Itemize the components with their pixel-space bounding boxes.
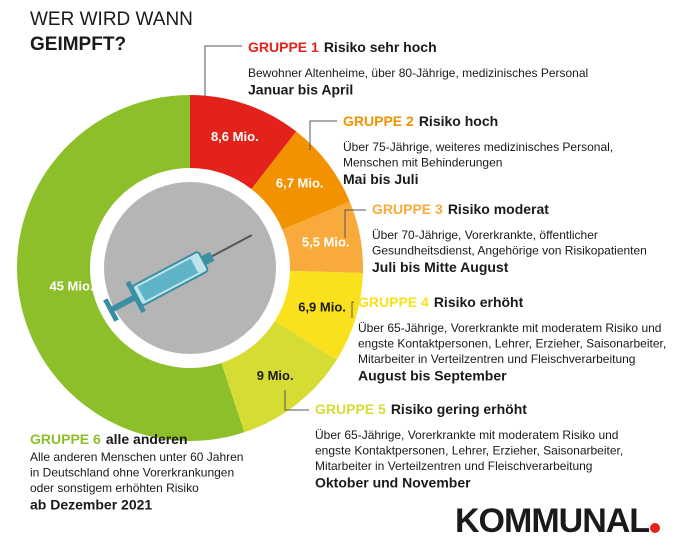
connector bbox=[204, 45, 242, 96]
group-description: Bewohner Altenheime, über 80-Jährige, me… bbox=[248, 66, 588, 80]
group-risk: Risiko sehr hoch bbox=[324, 39, 437, 55]
group-description: oder sonstigem erhöhten Risiko bbox=[30, 481, 199, 495]
logo-dot bbox=[650, 523, 660, 533]
group-heading: GRUPPE 2 Risiko hoch bbox=[343, 113, 498, 129]
logo: KOMMUNAL bbox=[455, 502, 649, 540]
slice-label: 6,7 Mio. bbox=[276, 176, 324, 191]
group-heading: GRUPPE 4 Risiko erhöht bbox=[358, 294, 524, 310]
group-heading: GRUPPE 1 Risiko sehr hoch bbox=[248, 39, 437, 55]
donut-slice bbox=[221, 321, 337, 433]
connector bbox=[309, 120, 337, 150]
slice-label: 45 Mio. bbox=[49, 279, 93, 294]
group-description: Über 65-Jährige, Vorerkrankte mit modera… bbox=[358, 321, 661, 335]
group-risk: Risiko erhöht bbox=[434, 294, 524, 310]
connector bbox=[284, 390, 309, 411]
connector bbox=[344, 209, 366, 238]
group-heading: GRUPPE 6 alle anderen bbox=[30, 431, 188, 447]
group-description: Gesundheitsdienst, Angehörige von Risiko… bbox=[372, 244, 647, 258]
group-label: GRUPPE 5 bbox=[315, 401, 386, 417]
group-risk: Risiko hoch bbox=[419, 113, 498, 129]
group-label: GRUPPE 1 bbox=[248, 39, 319, 55]
group-description: Über 65-Jährige, Vorerkrankte mit modera… bbox=[315, 428, 618, 442]
group-period: Januar bis April bbox=[248, 82, 353, 98]
group-heading: GRUPPE 5 Risiko gering erhöht bbox=[315, 401, 527, 417]
syringe-icon bbox=[103, 234, 253, 322]
group-label: GRUPPE 3 bbox=[372, 201, 443, 217]
group-period: Mai bis Juli bbox=[343, 171, 418, 187]
group-label: GRUPPE 2 bbox=[343, 113, 414, 129]
donut-slice bbox=[274, 270, 363, 360]
group-period: Juli bis Mitte August bbox=[372, 259, 509, 275]
group-description: Über 75-Jährige, weiteres medizinisches … bbox=[343, 140, 613, 154]
group-label: GRUPPE 6 bbox=[30, 431, 101, 447]
group-description: Über 70-Jährige, Vorerkrankte, öffentlic… bbox=[372, 228, 598, 242]
group-description: Alle anderen Menschen unter 60 Jahren bbox=[30, 450, 243, 464]
group-heading: GRUPPE 3 Risiko moderat bbox=[372, 201, 549, 217]
donut-slice bbox=[17, 95, 245, 442]
group-risk: Risiko moderat bbox=[448, 201, 549, 217]
title-line: WER WIRD WANN bbox=[30, 9, 193, 30]
slice-label: 6,9 Mio. bbox=[298, 299, 346, 314]
group-risk: Risiko gering erhöht bbox=[391, 401, 527, 417]
slice-label: 5,5 Mio. bbox=[302, 234, 350, 249]
group-period: August bis September bbox=[358, 368, 507, 384]
donut-slice bbox=[190, 95, 297, 190]
group-period: Oktober und November bbox=[315, 475, 471, 491]
group-description: engste Kontaktpersonen, Lehrer, Erzieher… bbox=[315, 444, 623, 458]
group-description: in Deutschland ohne Vorerkrankungen bbox=[30, 466, 234, 480]
slice-label: 8,6 Mio. bbox=[211, 129, 259, 144]
donut-slice bbox=[251, 131, 350, 230]
group-period: ab Dezember 2021 bbox=[30, 497, 152, 513]
group-description: Mitarbeiter in Verteilzentren und Fleisc… bbox=[358, 352, 635, 366]
group-risk: alle anderen bbox=[106, 431, 188, 447]
group-description: Mitarbeiter in Verteilzentren und Fleisc… bbox=[315, 459, 592, 473]
title-line: GEIMPFT? bbox=[30, 34, 126, 55]
slice-label: 9 Mio. bbox=[257, 368, 294, 383]
group-label: GRUPPE 4 bbox=[358, 294, 429, 310]
group-description: engste Kontaktpersonen, Lehrer, Erzieher… bbox=[358, 337, 666, 351]
donut-chart: 8,6 Mio. 6,7 Mio. 5,5 Mio. 6,9 Mio. 9 Mio. 45… bbox=[17, 95, 364, 442]
group-description: Menschen mit Behinderungen bbox=[343, 156, 502, 170]
connector bbox=[351, 301, 354, 318]
donut-slice bbox=[282, 201, 364, 273]
